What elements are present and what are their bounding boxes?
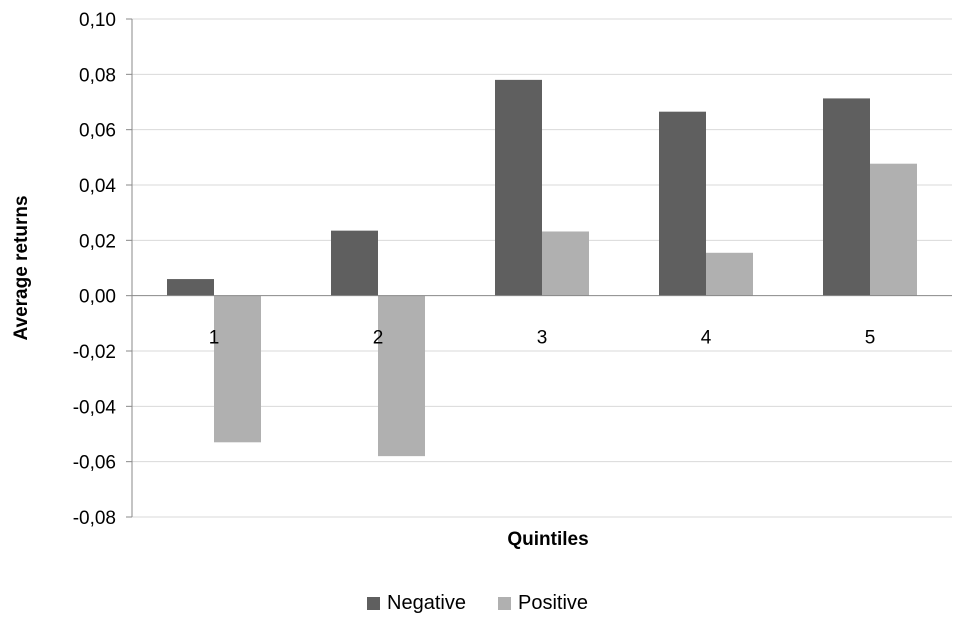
y-tick-label: -0,04 [73,397,117,418]
bar-negative-1 [167,279,214,296]
y-tick-labels: 0,10 0,08 0,06 0,04 0,02 0,00 -0,02 -0,04 -0,06 -… [73,10,117,529]
y-tick-label: 0,08 [79,65,116,86]
legend-label-positive: Positive [518,592,588,614]
axes [131,19,952,517]
bar-positive-2 [378,295,425,457]
bar-negative-2 [331,230,378,296]
bar-negative-5 [823,98,870,296]
bar-negative-4 [659,111,706,296]
bar-positive-3 [542,231,589,296]
legend: Negative Positive [367,592,588,614]
legend-swatch-positive [498,597,511,610]
category-label: 2 [373,328,384,349]
y-tick-label: -0,06 [73,453,116,474]
legend-label-negative: Negative [387,592,466,614]
bars [167,79,917,457]
y-tick-label: 0,02 [79,231,116,252]
y-tick-label: 0,06 [79,121,116,142]
category-labels: 1 2 3 4 5 [209,328,876,349]
y-tick-label: 0,04 [79,176,116,197]
bar-positive-4 [706,252,753,296]
bar-negative-3 [495,79,542,296]
category-label: 5 [865,328,876,349]
bar-positive-5 [870,163,917,296]
category-label: 4 [701,328,712,349]
y-axis-title: Average returns [11,195,32,340]
y-tick-label: 0,00 [79,287,116,308]
legend-swatch-negative [367,597,380,610]
bar-positive-1 [214,295,261,443]
y-tick-label: -0,08 [73,508,116,529]
category-label: 3 [537,328,548,349]
y-tick-label: 0,10 [79,10,116,31]
y-tick-label: -0,02 [73,342,116,363]
category-label: 1 [209,328,220,349]
x-axis-title: Quintiles [507,529,588,550]
